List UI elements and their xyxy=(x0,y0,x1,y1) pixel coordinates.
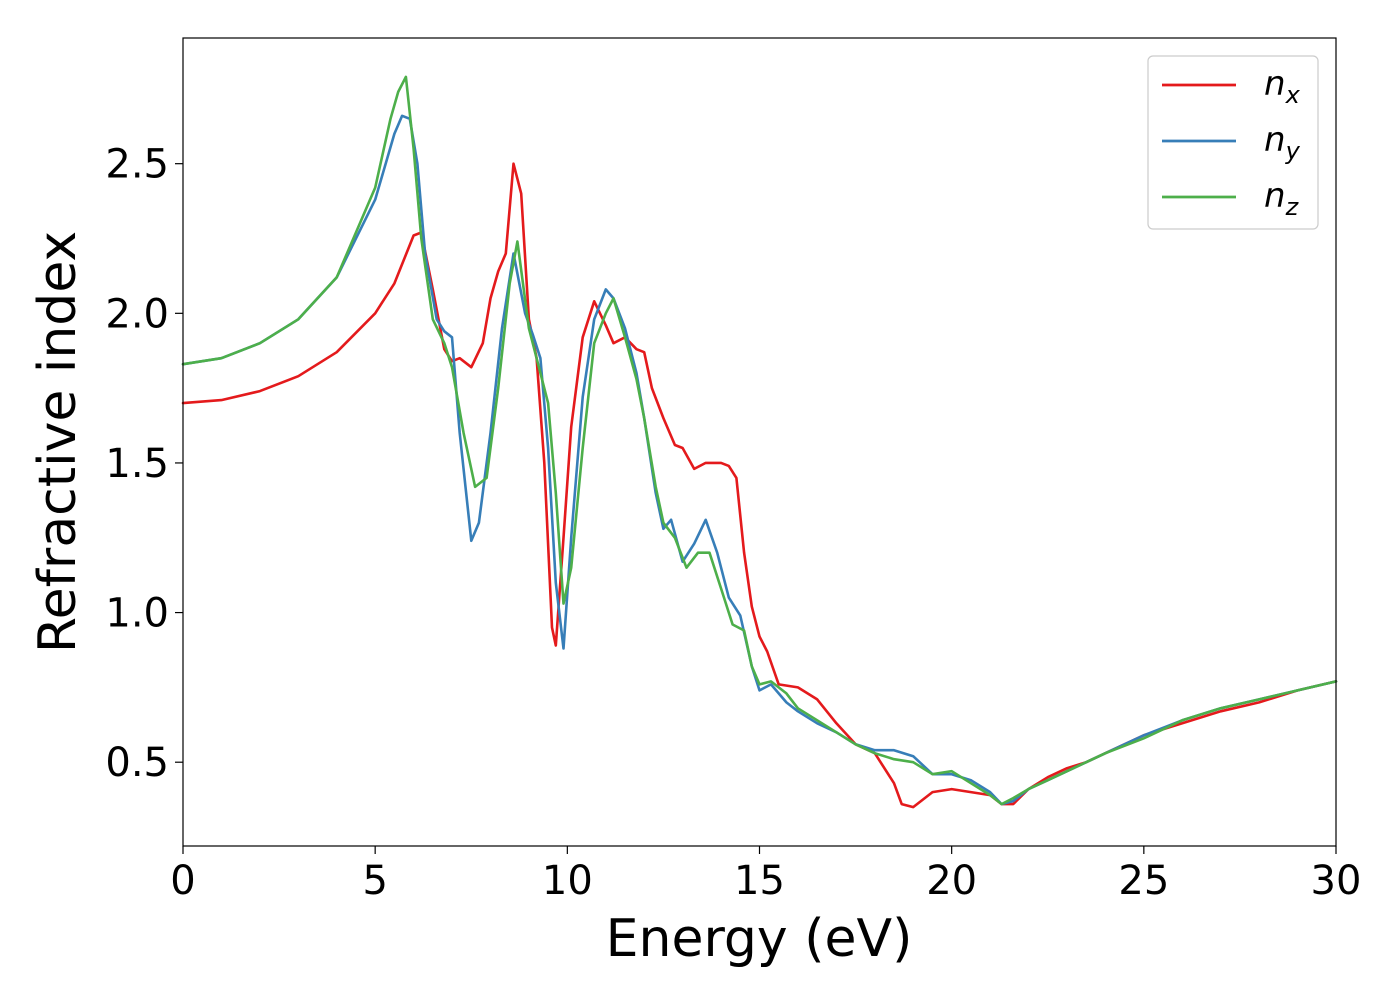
x-tick-label: 30 xyxy=(1311,858,1362,904)
x-tick-label: 5 xyxy=(362,858,387,904)
x-axis: 0 5 10 15 20 25 30 xyxy=(170,846,1361,904)
y-tick-label: 0.5 xyxy=(105,740,169,786)
legend-box xyxy=(1147,55,1319,230)
y-tick-label: 2.0 xyxy=(105,291,169,337)
x-axis-label: Energy (eV) xyxy=(606,909,913,969)
y-tick-label: 1.0 xyxy=(105,591,169,637)
legend-label-n-x: nx xyxy=(1264,64,1301,109)
y-axis-label: Refractive index xyxy=(28,231,88,653)
x-tick-label: 10 xyxy=(542,858,593,904)
y-axis: 0.5 1.0 1.5 2.0 2.5 xyxy=(105,142,183,786)
y-tick-label: 2.5 xyxy=(105,142,169,188)
x-tick-label: 20 xyxy=(926,858,977,904)
legend-label-n-y: ny xyxy=(1264,120,1301,165)
x-tick-label: 25 xyxy=(1118,858,1169,904)
x-tick-label: 0 xyxy=(170,858,195,904)
series-layer xyxy=(181,75,1338,809)
x-tick-label: 15 xyxy=(734,858,785,904)
series-line-n-z xyxy=(181,75,1338,806)
y-tick-label: 1.5 xyxy=(105,441,169,487)
